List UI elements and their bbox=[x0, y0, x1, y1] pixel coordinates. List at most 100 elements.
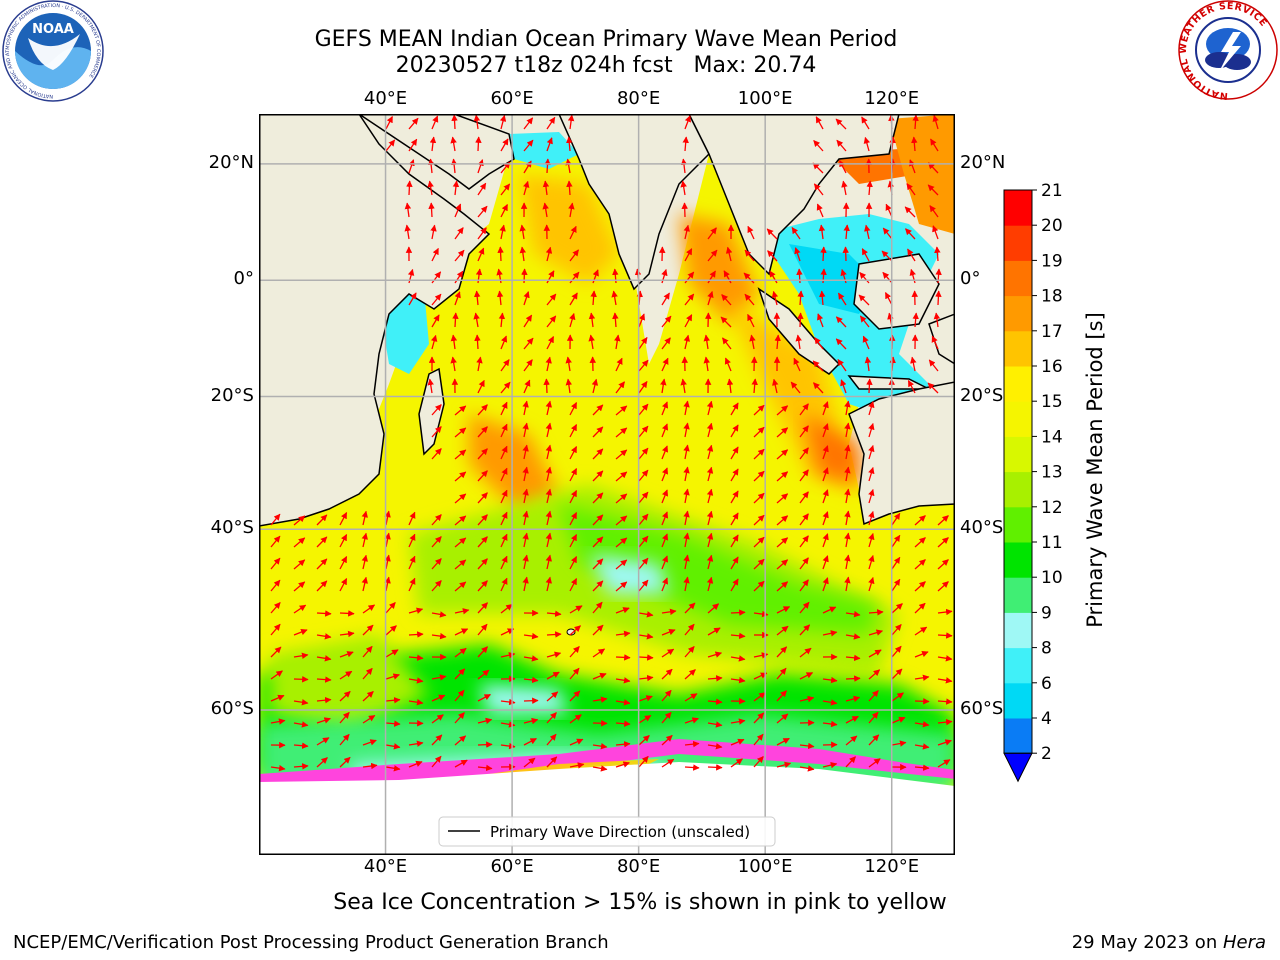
wave-arrow bbox=[427, 158, 435, 174]
wave-arrow bbox=[454, 581, 467, 592]
wave-arrow bbox=[822, 555, 829, 570]
wave-arrow bbox=[910, 356, 917, 372]
wave-arrow bbox=[730, 402, 739, 416]
wave-arrow bbox=[812, 162, 824, 174]
wave-arrow bbox=[477, 205, 488, 218]
wave-arrow bbox=[912, 312, 919, 328]
wave-arrow bbox=[858, 294, 870, 306]
wave-arrow bbox=[408, 607, 424, 614]
wave-arrow bbox=[706, 444, 714, 460]
wave-arrow bbox=[661, 668, 673, 680]
wave-arrow bbox=[546, 712, 557, 724]
wave-arrow bbox=[454, 249, 465, 262]
wave-arrow bbox=[408, 533, 416, 548]
wave-arrow bbox=[523, 379, 531, 394]
wave-arrow bbox=[339, 670, 353, 680]
wave-arrow bbox=[863, 136, 870, 152]
wave-arrow bbox=[868, 488, 875, 504]
wave-arrow bbox=[753, 514, 765, 526]
wave-arrow bbox=[776, 646, 788, 658]
wave-arrow bbox=[408, 631, 424, 638]
wave-arrow bbox=[431, 580, 442, 592]
wave-arrow bbox=[431, 247, 439, 262]
wave-arrow bbox=[868, 510, 875, 526]
wave-arrow bbox=[384, 554, 391, 570]
wave-arrow bbox=[844, 532, 851, 548]
wave-arrow bbox=[270, 694, 285, 702]
lat-tick-left: 0° bbox=[233, 268, 254, 290]
wave-arrow bbox=[861, 116, 870, 130]
wave-arrow bbox=[661, 577, 669, 592]
wave-arrow bbox=[891, 645, 902, 658]
wave-arrow bbox=[339, 711, 350, 724]
wave-arrow bbox=[753, 492, 765, 504]
wave-arrow bbox=[543, 378, 550, 394]
lon-tick-top: 40°E bbox=[363, 88, 408, 109]
wave-arrow bbox=[680, 180, 687, 196]
wave-arrow bbox=[615, 720, 631, 727]
wave-arrow bbox=[404, 224, 411, 240]
colorbar: 2 4 6 8 9 10 11 12 13 14 15 16 17 18 19 20 21 Primary Wa… bbox=[1003, 181, 1107, 783]
wave-arrow bbox=[720, 316, 732, 328]
lon-tick-top: 80°E bbox=[616, 88, 661, 109]
wave-arrow bbox=[408, 511, 416, 526]
wave-arrow bbox=[615, 381, 626, 394]
wave-arrow bbox=[914, 559, 926, 570]
wave-arrow bbox=[844, 554, 851, 570]
wave-arrow bbox=[891, 740, 907, 747]
wave-arrow bbox=[615, 559, 628, 570]
colorbar-tick-label: 20 bbox=[1041, 216, 1063, 236]
wave-arrow bbox=[844, 400, 851, 416]
wave-arrow bbox=[592, 601, 603, 614]
wave-arrow bbox=[270, 602, 281, 614]
footer-host: Hera bbox=[1222, 932, 1266, 953]
wave-arrow bbox=[545, 532, 552, 548]
wave-arrow bbox=[615, 515, 628, 526]
wave-arrow bbox=[522, 400, 529, 416]
wave-arrow bbox=[454, 291, 461, 306]
wave-arrow bbox=[477, 558, 488, 570]
wave-arrow bbox=[473, 114, 481, 130]
wave-arrow bbox=[270, 513, 281, 526]
wave-arrow bbox=[661, 337, 671, 350]
wave-arrow bbox=[707, 290, 714, 306]
wave-arrow bbox=[546, 733, 557, 746]
wave-arrow bbox=[569, 762, 585, 769]
wave-arrow bbox=[891, 716, 906, 724]
wave-arrow bbox=[930, 138, 939, 152]
wave-arrow bbox=[822, 445, 829, 460]
wave-arrow bbox=[316, 676, 332, 683]
wave-arrow bbox=[912, 114, 919, 130]
wave-arrow bbox=[891, 512, 901, 526]
wave-arrow bbox=[661, 467, 669, 482]
wave-arrow bbox=[815, 116, 824, 130]
map-subtitle: 20230527 t18z 024h fcst Max: 20.74 bbox=[395, 53, 817, 78]
wave-arrow bbox=[293, 763, 309, 770]
wave-arrow bbox=[408, 760, 423, 768]
colorbar-tick-label: 18 bbox=[1041, 287, 1063, 307]
wave-arrow bbox=[454, 203, 462, 218]
wave-arrow bbox=[431, 334, 438, 350]
colorbar-tick-label: 16 bbox=[1041, 357, 1063, 377]
wave-arrow bbox=[753, 448, 765, 460]
wave-arrow bbox=[683, 554, 690, 570]
wave-arrow bbox=[911, 136, 918, 152]
wave-arrow bbox=[822, 630, 838, 637]
wave-arrow bbox=[431, 611, 447, 618]
wave-arrow bbox=[293, 604, 307, 614]
wave-arrow bbox=[799, 695, 815, 703]
wave-arrow bbox=[546, 137, 553, 152]
wave-arrow bbox=[408, 138, 418, 152]
wave-arrow bbox=[545, 400, 552, 416]
wave-arrow bbox=[454, 405, 467, 416]
wave-arrow bbox=[473, 312, 480, 328]
wave-arrow bbox=[683, 532, 690, 548]
sea-ice-caption: Sea Ice Concentration > 15% is shown in … bbox=[333, 890, 947, 915]
wave-arrow bbox=[408, 677, 424, 684]
wave-arrow bbox=[684, 740, 700, 748]
wave-arrow bbox=[569, 605, 583, 614]
wave-arrow bbox=[569, 690, 581, 702]
wave-arrow bbox=[822, 511, 829, 526]
wave-arrow bbox=[431, 674, 447, 681]
wave-arrow bbox=[730, 718, 746, 725]
